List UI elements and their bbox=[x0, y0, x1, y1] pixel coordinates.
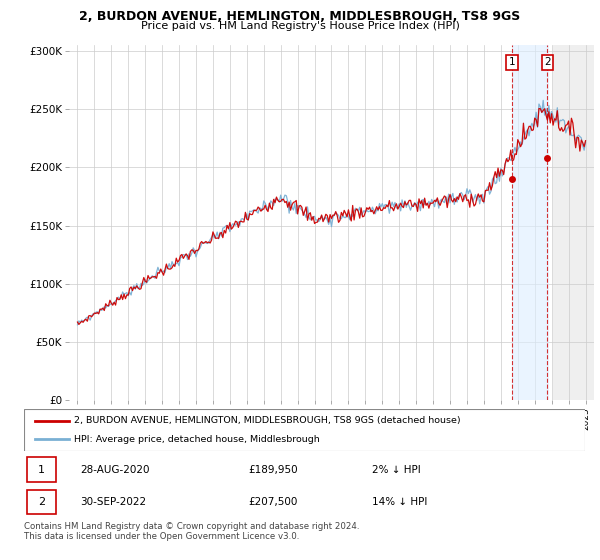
Text: 14% ↓ HPI: 14% ↓ HPI bbox=[372, 497, 427, 507]
Text: 1: 1 bbox=[38, 465, 45, 475]
Text: Contains HM Land Registry data © Crown copyright and database right 2024.
This d: Contains HM Land Registry data © Crown c… bbox=[24, 522, 359, 542]
Text: HPI: Average price, detached house, Middlesbrough: HPI: Average price, detached house, Midd… bbox=[74, 435, 320, 444]
Text: 1: 1 bbox=[509, 57, 515, 67]
Text: 2: 2 bbox=[38, 497, 45, 507]
Text: £189,950: £189,950 bbox=[248, 465, 298, 475]
Text: 2, BURDON AVENUE, HEMLINGTON, MIDDLESBROUGH, TS8 9GS (detached house): 2, BURDON AVENUE, HEMLINGTON, MIDDLESBRO… bbox=[74, 416, 461, 425]
Text: £207,500: £207,500 bbox=[248, 497, 298, 507]
Text: 30-SEP-2022: 30-SEP-2022 bbox=[80, 497, 146, 507]
Text: 2: 2 bbox=[544, 57, 551, 67]
Bar bbox=[27, 458, 56, 482]
Bar bbox=[553, 45, 594, 400]
Text: 2% ↓ HPI: 2% ↓ HPI bbox=[372, 465, 421, 475]
Text: 28-AUG-2020: 28-AUG-2020 bbox=[80, 465, 149, 475]
Text: 2, BURDON AVENUE, HEMLINGTON, MIDDLESBROUGH, TS8 9GS: 2, BURDON AVENUE, HEMLINGTON, MIDDLESBRO… bbox=[79, 10, 521, 22]
Text: Price paid vs. HM Land Registry's House Price Index (HPI): Price paid vs. HM Land Registry's House … bbox=[140, 21, 460, 31]
Bar bbox=[512, 45, 549, 400]
Bar bbox=[27, 489, 56, 514]
